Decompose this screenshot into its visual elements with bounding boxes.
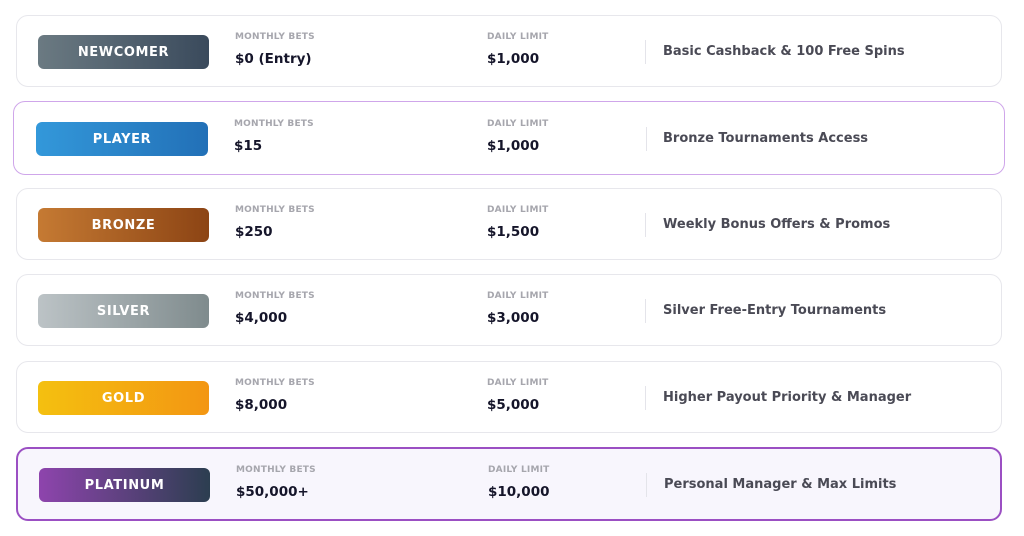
monthly-bets-value: $250 [235, 224, 273, 240]
tier-row-silver[interactable]: SILVER MONTHLY BETS $4,000 DAILY LIMIT $… [16, 274, 1002, 346]
divider [646, 127, 647, 151]
monthly-bets-value: $50,000+ [236, 484, 309, 500]
daily-limit-label: DAILY LIMIT [487, 378, 549, 388]
daily-limit-value: $1,000 [487, 51, 540, 67]
daily-limit-value: $1,500 [487, 224, 540, 240]
daily-limit-label: DAILY LIMIT [488, 465, 550, 475]
daily-limit-label: DAILY LIMIT [487, 32, 549, 42]
daily-limit-label: DAILY LIMIT [487, 119, 549, 129]
monthly-bets-label: MONTHLY BETS [234, 119, 314, 129]
tier-badge: PLATINUM [39, 468, 210, 502]
divider [645, 40, 646, 64]
tier-badge: BRONZE [38, 208, 209, 242]
tier-row-bronze[interactable]: BRONZE MONTHLY BETS $250 DAILY LIMIT $1,… [16, 188, 1002, 260]
divider [645, 386, 646, 410]
divider [645, 213, 646, 237]
daily-limit-value: $3,000 [487, 310, 540, 326]
tier-badge: PLAYER [36, 122, 208, 156]
tier-row-gold[interactable]: GOLD MONTHLY BETS $8,000 DAILY LIMIT $5,… [16, 361, 1002, 433]
monthly-bets-value: $15 [234, 138, 263, 154]
daily-limit-label: DAILY LIMIT [487, 205, 549, 215]
tier-perk: Bronze Tournaments Access [663, 131, 869, 146]
tier-perk: Weekly Bonus Offers & Promos [663, 217, 891, 232]
tier-badge: GOLD [38, 381, 209, 415]
monthly-bets-value: $4,000 [235, 310, 288, 326]
monthly-bets-label: MONTHLY BETS [235, 291, 315, 301]
divider [645, 299, 646, 323]
monthly-bets-value: $0 (Entry) [235, 51, 312, 67]
tier-perk: Silver Free-Entry Tournaments [663, 303, 887, 318]
tier-perk: Personal Manager & Max Limits [664, 477, 897, 492]
tier-row-platinum[interactable]: PLATINUM MONTHLY BETS $50,000+ DAILY LIM… [16, 447, 1002, 521]
monthly-bets-value: $8,000 [235, 397, 288, 413]
tier-row-player[interactable]: PLAYER MONTHLY BETS $15 DAILY LIMIT $1,0… [13, 101, 1005, 175]
monthly-bets-label: MONTHLY BETS [235, 205, 315, 215]
monthly-bets-label: MONTHLY BETS [236, 465, 316, 475]
tier-perk: Higher Payout Priority & Manager [663, 390, 912, 405]
daily-limit-label: DAILY LIMIT [487, 291, 549, 301]
daily-limit-value: $5,000 [487, 397, 540, 413]
tier-perk: Basic Cashback & 100 Free Spins [663, 44, 905, 59]
monthly-bets-label: MONTHLY BETS [235, 378, 315, 388]
daily-limit-value: $1,000 [487, 138, 540, 154]
daily-limit-value: $10,000 [488, 484, 550, 500]
tier-badge: SILVER [38, 294, 209, 328]
tier-row-newcomer[interactable]: NEWCOMER MONTHLY BETS $0 (Entry) DAILY L… [16, 15, 1002, 87]
monthly-bets-label: MONTHLY BETS [235, 32, 315, 42]
tier-badge: NEWCOMER [38, 35, 209, 69]
divider [646, 473, 647, 497]
